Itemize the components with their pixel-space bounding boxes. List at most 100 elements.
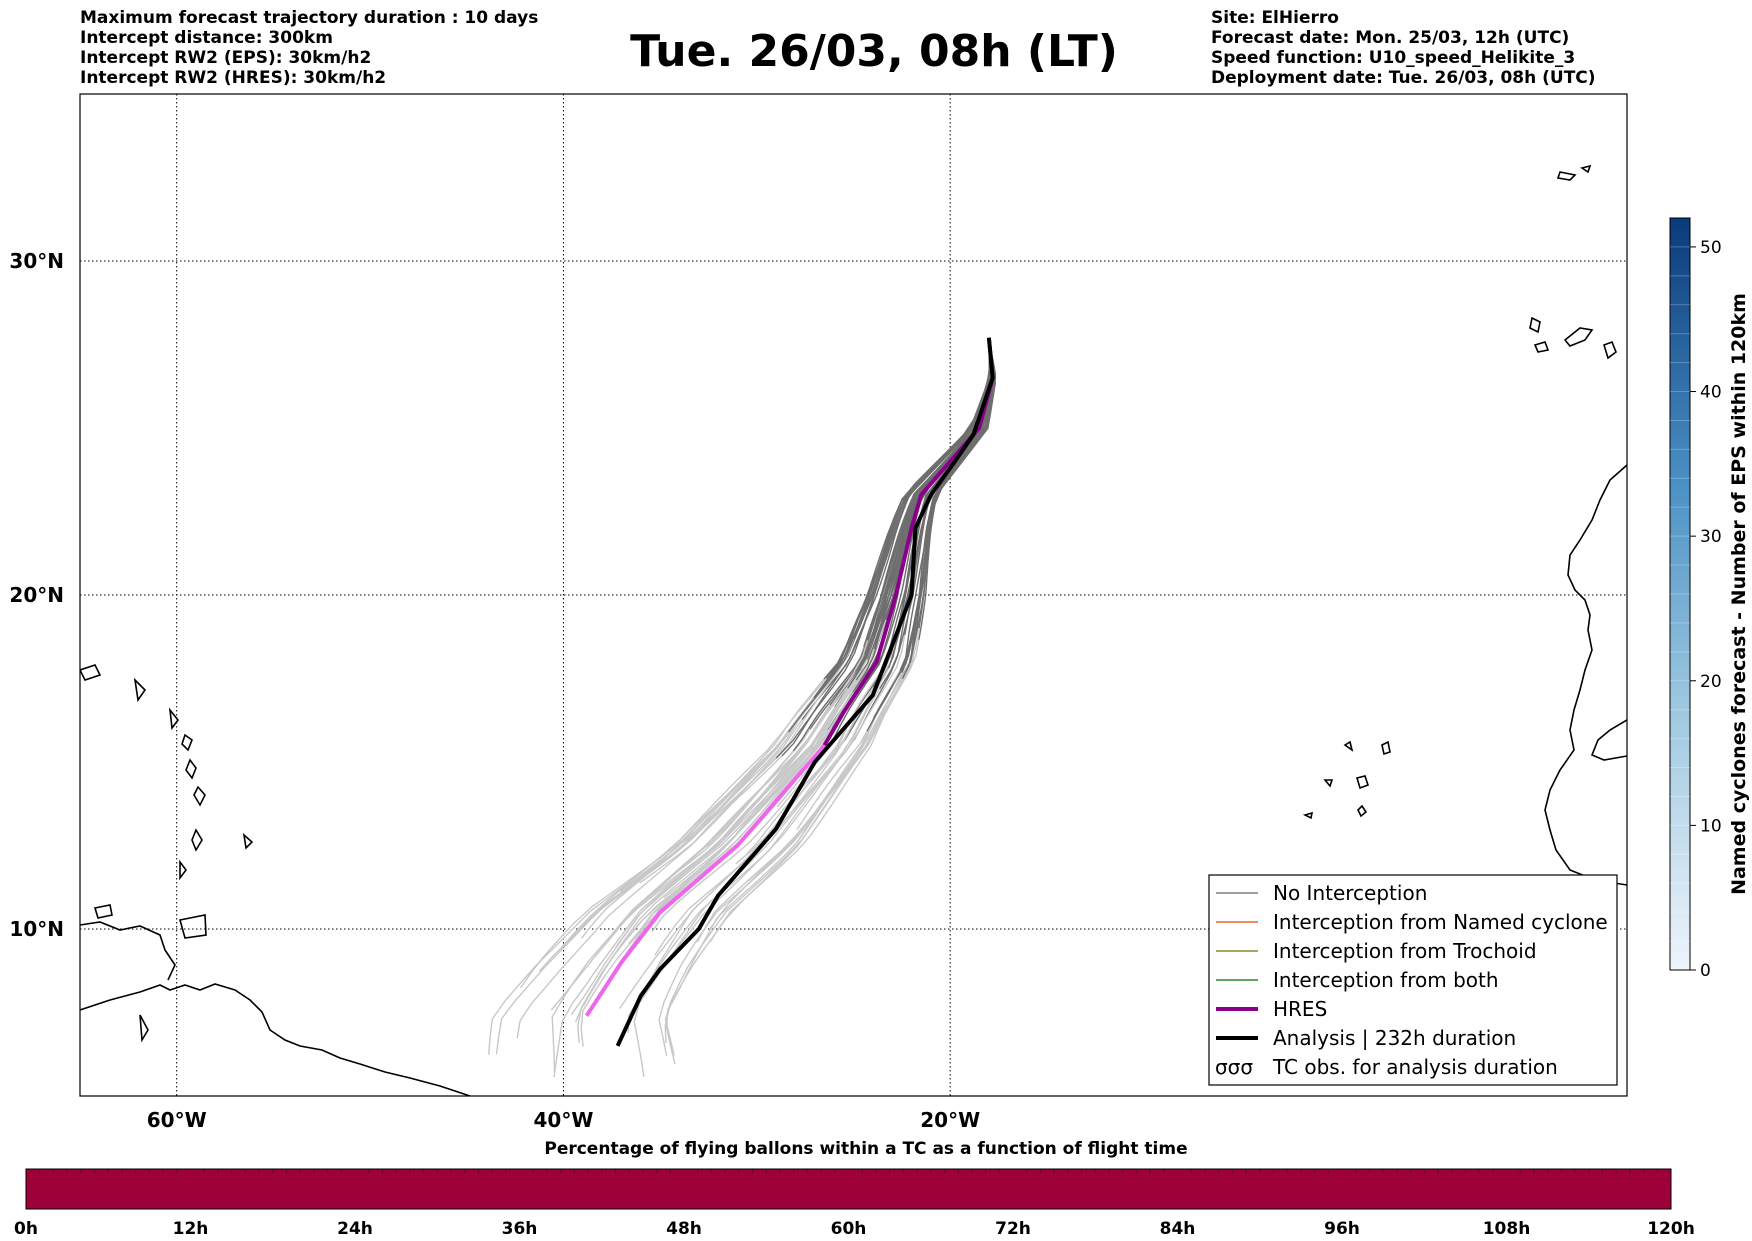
island-cape-verde-3 xyxy=(1381,740,1391,756)
island-canary-2 xyxy=(1563,327,1594,347)
flight-time-tick-label: 60h xyxy=(831,1219,867,1239)
header-info-right: Site: ElHierro Forecast date: Mon. 25/03… xyxy=(1211,8,1596,88)
flight-time-tick-label: 36h xyxy=(502,1219,538,1239)
lat-tick-label: 30°N xyxy=(9,249,64,273)
colorbar-tick-label: 50 xyxy=(1700,238,1722,258)
island-canary-4 xyxy=(1533,341,1550,353)
header-speed-function: Speed function: U10_speed_Helikite_3 xyxy=(1211,48,1576,68)
eps-trajectory-far xyxy=(735,718,852,865)
header-info-left: Maximum forecast trajectory duration : 1… xyxy=(80,8,538,88)
colorbar-tick-label: 20 xyxy=(1700,672,1722,692)
legend-symbol-tc-obs: σσσ xyxy=(1215,1055,1253,1079)
lat-tick-label: 20°N xyxy=(9,583,64,607)
island-canary-3 xyxy=(1603,340,1617,360)
eps-trajectory xyxy=(901,337,997,679)
island-antilles-5 xyxy=(179,859,187,881)
flight-time-tick-label: 72h xyxy=(995,1219,1031,1239)
eps-trajectory xyxy=(823,337,991,680)
axis-tick-labels: 60°W 40°W 20°W 10°N 20°N 30°N xyxy=(9,249,980,1132)
eps-trajectory-far xyxy=(615,687,849,948)
island-cape-verde-1 xyxy=(1355,775,1370,790)
eps-trajectory-far xyxy=(519,678,825,989)
eps-trajectory-far xyxy=(708,662,911,930)
eps-trajectory xyxy=(879,337,995,690)
map-frame xyxy=(79,93,1628,1097)
legend: No Interception Interception from Named c… xyxy=(1208,874,1618,1086)
flight-time-tick-label: 24h xyxy=(337,1219,373,1239)
eps-trajectory-far xyxy=(642,634,906,999)
island-cape-verde-4 xyxy=(1343,740,1354,752)
coastline-south-america xyxy=(80,983,471,1096)
header-intercept-eps: Intercept RW2 (EPS): 30km/h2 xyxy=(80,48,372,68)
colorbar-flight-time: Percentage of flying ballons within a TC… xyxy=(14,1139,1695,1239)
legend-label: Interception from Trochoid xyxy=(1273,939,1537,963)
eps-trajectory-far xyxy=(796,730,868,830)
legend-label: HRES xyxy=(1273,997,1327,1021)
eps-trajectory-far xyxy=(516,757,777,1039)
flight-time-tick-label: 48h xyxy=(666,1219,702,1239)
eps-trajectory-far xyxy=(658,678,897,1056)
legend-label: No Interception xyxy=(1273,881,1427,905)
colorbar-tick-label: 0 xyxy=(1700,961,1711,981)
eps-trajectory-far xyxy=(627,726,817,916)
header-forecast-date: Forecast date: Mon. 25/03, 12h (UTC) xyxy=(1211,28,1570,48)
eps-trajectory-far xyxy=(550,640,869,1011)
eps-trajectory-far xyxy=(574,679,857,1023)
coastline-africa xyxy=(1544,464,1627,886)
eps-trajectory xyxy=(813,337,991,699)
eps-trajectory-far xyxy=(570,658,868,1016)
eps-trajectory-far xyxy=(709,639,920,942)
eps-trajectory-far xyxy=(553,670,861,1078)
eps-trajectory-far xyxy=(796,678,904,843)
header-intercept-distance: Intercept distance: 300km xyxy=(80,28,333,48)
lon-tick-label: 40°W xyxy=(533,1108,593,1132)
analysis-trajectory xyxy=(615,337,995,1047)
colorbar-tick-label: 30 xyxy=(1700,527,1722,547)
eps-trajectory xyxy=(775,337,991,759)
flight-time-tick-label: 12h xyxy=(173,1219,209,1239)
header-duration: Maximum forecast trajectory duration : 1… xyxy=(80,8,539,28)
eps-trajectory-far xyxy=(639,648,876,931)
lat-tick-label: 10°N xyxy=(9,917,64,941)
island-antilles-10 xyxy=(93,904,113,919)
map-plot-area xyxy=(80,94,1627,1096)
colorbar-cyclones-label: Named cyclones forecast - Number of EPS … xyxy=(1728,293,1750,895)
legend-frame xyxy=(1208,874,1618,1086)
lon-tick-label: 60°W xyxy=(147,1108,207,1132)
coastline-africa-bulge xyxy=(1590,719,1627,761)
flight-time-tick-label: 96h xyxy=(1324,1219,1360,1239)
island-antilles-2 xyxy=(185,758,197,780)
hres-trajectory-late xyxy=(584,743,827,1017)
island-antilles-11 xyxy=(139,1014,149,1043)
eps-trajectory-far xyxy=(619,697,815,893)
flight-time-tick-label: 0h xyxy=(14,1219,38,1239)
trajectory-lines xyxy=(488,337,997,1078)
island-antilles-6 xyxy=(80,664,102,681)
legend-label: Interception from both xyxy=(1273,968,1499,992)
coastline-venezuela xyxy=(80,921,176,981)
colorbar-cyclones-bar xyxy=(1669,217,1691,971)
island-cape-verde-6 xyxy=(1302,811,1314,820)
eps-trajectory-far xyxy=(633,688,881,1077)
colorbar-tick-label: 40 xyxy=(1700,383,1722,403)
legend-label: Interception from Named cyclone xyxy=(1273,910,1608,934)
legend-label: Analysis | 232h duration xyxy=(1273,1026,1516,1050)
flight-time-tick-label: 84h xyxy=(1160,1219,1196,1239)
flight-time-tick-label: 120h xyxy=(1647,1219,1695,1239)
colorbar-cyclones: 0 10 20 30 40 50 Named cyclones forecast - Num… xyxy=(1669,217,1750,981)
eps-trajectory-far xyxy=(628,716,838,945)
colorbar-tick-label: 10 xyxy=(1700,816,1722,836)
lon-tick-label: 20°W xyxy=(920,1108,980,1132)
header-site: Site: ElHierro xyxy=(1211,8,1339,28)
map-title: Tue. 26/03, 08h (LT) xyxy=(630,26,1118,77)
island-canary-1 xyxy=(1529,316,1541,334)
island-cape-verde-2 xyxy=(1357,804,1368,818)
colorbar-flight-time-title: Percentage of flying ballons within a TC… xyxy=(544,1139,1187,1159)
map-title-container: Tue. 26/03, 08h (LT) xyxy=(0,26,1752,78)
island-madeira xyxy=(1556,171,1577,181)
island-cape-verde-5 xyxy=(1323,779,1334,788)
eps-trajectory-far xyxy=(580,652,850,939)
island-antilles-1 xyxy=(181,733,193,752)
coastlines xyxy=(80,164,1627,1096)
